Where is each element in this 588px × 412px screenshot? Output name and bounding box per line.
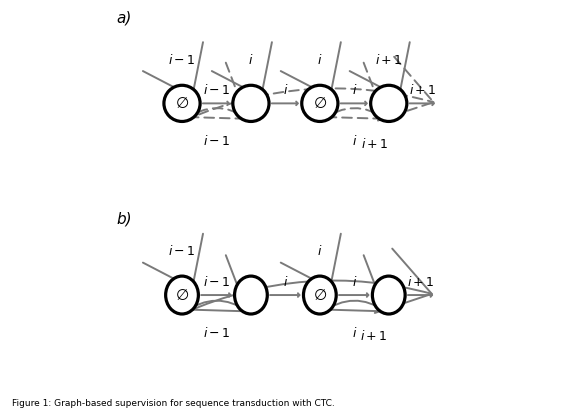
Text: $\mathit{i+1}$: $\mathit{i+1}$ — [409, 83, 436, 97]
FancyArrowPatch shape — [280, 42, 341, 98]
FancyArrowPatch shape — [212, 42, 272, 98]
Text: $\mathit{i}$: $\mathit{i}$ — [283, 83, 288, 97]
Text: $\varnothing$: $\varnothing$ — [175, 288, 189, 302]
Text: $\mathit{i+1}$: $\mathit{i+1}$ — [361, 136, 388, 150]
Text: $\mathit{i+1}$: $\mathit{i+1}$ — [407, 274, 435, 288]
Ellipse shape — [370, 85, 407, 122]
FancyArrowPatch shape — [185, 248, 432, 313]
FancyArrowPatch shape — [322, 255, 385, 312]
FancyArrowPatch shape — [143, 42, 203, 98]
FancyArrowPatch shape — [350, 42, 410, 98]
Text: $\mathit{i-1}$: $\mathit{i-1}$ — [203, 326, 230, 340]
Text: $\mathit{i-1}$: $\mathit{i-1}$ — [168, 244, 196, 258]
Ellipse shape — [235, 276, 268, 314]
Text: $\mathit{i}$: $\mathit{i}$ — [317, 53, 323, 67]
Ellipse shape — [164, 85, 200, 122]
Text: $\varnothing$: $\varnothing$ — [175, 96, 189, 111]
Text: $\mathit{i}$: $\mathit{i}$ — [352, 274, 357, 288]
Text: $\mathit{i-1}$: $\mathit{i-1}$ — [203, 133, 230, 147]
FancyArrowPatch shape — [322, 63, 385, 120]
Ellipse shape — [303, 276, 336, 314]
Ellipse shape — [372, 276, 405, 314]
Text: Figure 1: Graph-based supervision for sequence transduction with CTC.: Figure 1: Graph-based supervision for se… — [12, 399, 335, 408]
Text: $\mathit{i-1}$: $\mathit{i-1}$ — [168, 53, 196, 67]
Ellipse shape — [302, 85, 338, 122]
Text: $\mathit{i+1}$: $\mathit{i+1}$ — [360, 329, 387, 343]
Text: $\mathit{i}$: $\mathit{i}$ — [248, 53, 253, 67]
FancyArrowPatch shape — [184, 63, 248, 120]
Text: $\varnothing$: $\varnothing$ — [313, 288, 327, 302]
FancyArrowPatch shape — [280, 234, 341, 290]
Text: $\varnothing$: $\varnothing$ — [313, 96, 327, 111]
FancyArrowPatch shape — [143, 234, 203, 290]
Text: $\mathit{i}$: $\mathit{i}$ — [352, 133, 357, 147]
Ellipse shape — [166, 276, 198, 314]
Text: $\mathit{i}$: $\mathit{i}$ — [352, 326, 357, 340]
Text: a): a) — [116, 11, 132, 26]
Ellipse shape — [233, 85, 269, 122]
FancyArrowPatch shape — [184, 255, 248, 312]
Text: $\mathit{i-1}$: $\mathit{i-1}$ — [203, 83, 230, 97]
Text: $\mathit{i}$: $\mathit{i}$ — [283, 274, 288, 288]
Text: $\mathit{i}$: $\mathit{i}$ — [317, 244, 323, 258]
Text: $\mathit{i}$: $\mathit{i}$ — [352, 83, 357, 97]
Text: $\mathit{i+1}$: $\mathit{i+1}$ — [375, 53, 403, 67]
Text: $\mathit{i-1}$: $\mathit{i-1}$ — [203, 274, 230, 288]
Text: b): b) — [116, 211, 132, 226]
FancyArrowPatch shape — [185, 57, 433, 121]
